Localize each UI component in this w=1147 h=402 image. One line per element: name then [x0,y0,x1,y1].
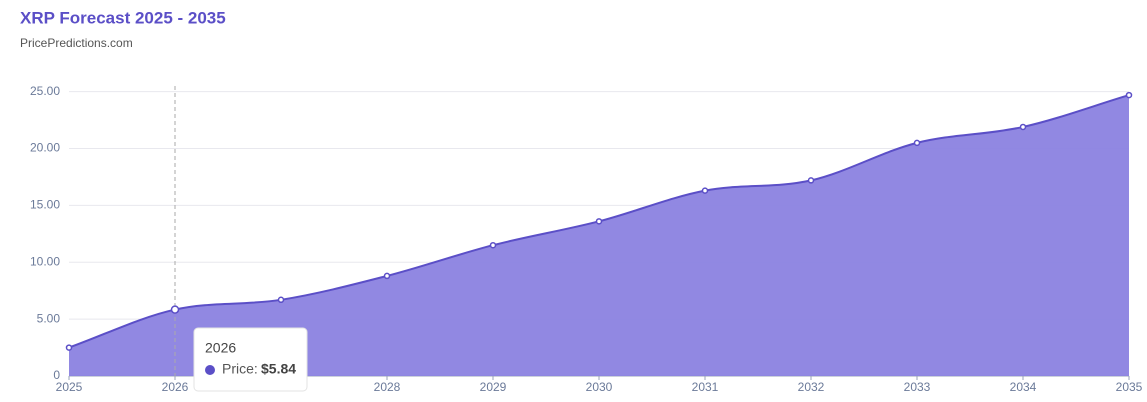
tooltip: 2026 Price: $5.84 [193,327,308,392]
tooltip-box [193,327,308,392]
tooltip-title: 2026 [205,340,236,356]
tooltip-value: $5.84 [261,361,296,377]
point [1019,123,1027,131]
x-tick-label: 2032 [798,380,825,394]
y-tick-label: 0 [53,368,60,382]
area [69,95,1129,377]
plot-area: 05.0010.0015.0020.0025.00202520262027202… [30,84,1143,394]
x-tick-label: 2033 [904,380,931,394]
tooltip-marker [205,365,215,375]
x-tick-label: 2031 [692,380,719,394]
point [595,218,603,225]
y-tick-label: 15.00 [30,198,60,212]
point [170,305,180,314]
x-tick-label: 2028 [374,380,401,394]
x-tick-label: 2029 [480,380,507,394]
y-tick-label: 20.00 [30,141,60,155]
y-tick-label: 10.00 [30,254,60,268]
chart-subtitle: PricePredictions.com [20,36,133,50]
x-tick-label: 2035 [1116,380,1143,394]
point [1125,91,1133,99]
point [277,296,285,304]
point [383,272,391,280]
tooltip-label: Price: [222,361,258,377]
chart-title: XRP Forecast 2025 - 2035 [20,8,226,27]
point [489,241,497,249]
point [807,177,815,184]
y-tick-label: 25.00 [30,84,60,98]
x-tick-label: 2034 [1010,380,1037,394]
point [701,187,709,194]
x-tick-label: 2030 [586,380,613,394]
y-tick-label: 5.00 [37,311,61,325]
x-tick-label: 2026 [162,380,189,394]
point [913,139,921,147]
point [65,344,73,351]
x-tick-label: 2025 [56,380,83,394]
